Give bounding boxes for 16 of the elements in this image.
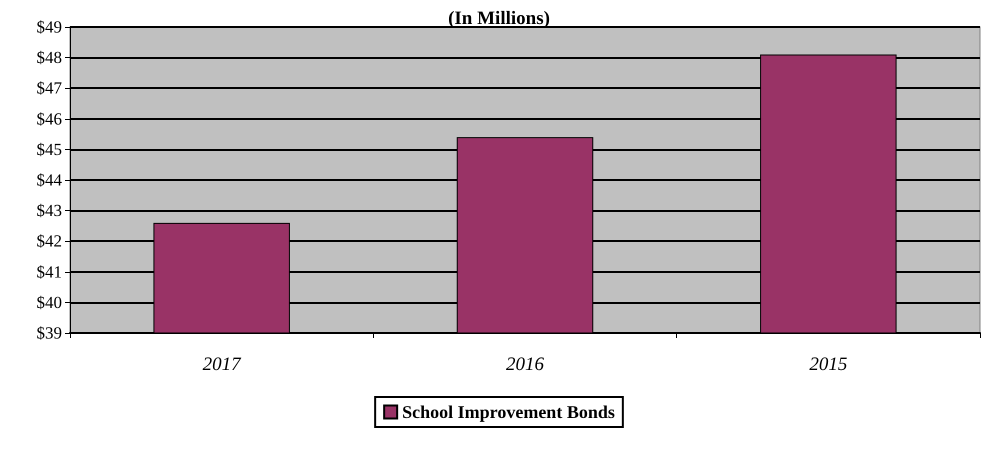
y-tick-label: $40 xyxy=(36,292,62,312)
y-tick-label: $41 xyxy=(36,262,62,282)
y-tick-label: $46 xyxy=(36,109,62,128)
y-tick-label: $43 xyxy=(36,201,62,220)
y-tick-label: $48 xyxy=(36,48,62,68)
legend-label: School Improvement Bonds xyxy=(402,402,615,422)
chart-title: (In Millions) xyxy=(448,8,550,29)
x-tick-label: 2016 xyxy=(506,354,544,375)
y-tick-label: $44 xyxy=(36,170,62,190)
y-tick-label: $39 xyxy=(36,324,62,342)
y-tick-label: $47 xyxy=(36,78,62,98)
x-tick-label: 2015 xyxy=(809,354,848,375)
y-tick-label: $45 xyxy=(36,140,62,159)
y-tick-label: $42 xyxy=(36,232,62,251)
x-tick-label: 2017 xyxy=(202,354,242,375)
y-tick-label: $49 xyxy=(36,18,62,36)
